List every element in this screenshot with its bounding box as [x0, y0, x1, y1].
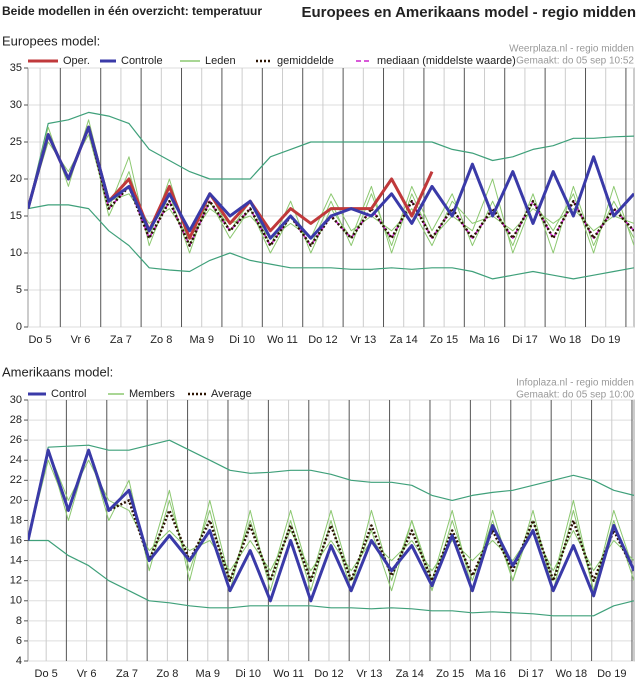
x-tick-label: Wo 18 — [550, 334, 582, 346]
x-tick-label: Di 10 — [229, 334, 255, 346]
y-tick-label: 30 — [10, 394, 22, 406]
source: Weerplaza.nl - regio midden — [509, 44, 634, 55]
legend-label: Control — [51, 388, 86, 400]
x-tick-label: Do 19 — [597, 668, 626, 680]
x-tick-label: Vr 13 — [356, 668, 382, 680]
y-tick-label: 6 — [16, 635, 22, 647]
member-line — [28, 126, 634, 254]
y-tick-label: 14 — [10, 555, 22, 567]
legend-label: Oper. — [63, 55, 90, 67]
made: Gemaakt: do 05 sep 10:52 — [516, 56, 634, 67]
envelope-max — [28, 111, 634, 209]
x-tick-label: Do 12 — [314, 668, 343, 680]
y-tick-label: 35 — [10, 62, 22, 74]
plot-area — [27, 399, 635, 662]
envelope-min — [28, 204, 634, 280]
y-tick-label: 18 — [10, 514, 22, 526]
envelope-min — [28, 539, 634, 617]
x-tick-label: Di 10 — [235, 668, 261, 680]
chart-title: Europees model: — [2, 33, 100, 48]
x-tick-label: Do 12 — [308, 334, 337, 346]
x-tick-label: Do 5 — [35, 668, 58, 680]
series-line — [28, 448, 634, 582]
x-tick-label: Vr 13 — [350, 334, 376, 346]
y-tick-label: 26 — [10, 434, 22, 446]
y-tick-label: 16 — [10, 534, 22, 546]
x-tick-label: Vr 6 — [71, 334, 91, 346]
x-tick-label: Zo 8 — [156, 668, 178, 680]
legend-label: gemiddelde — [277, 55, 334, 67]
series-line — [28, 448, 634, 603]
x-tick-label: Zo 15 — [430, 334, 458, 346]
legend-label: Members — [129, 388, 175, 400]
x-tick-label: Vr 6 — [77, 668, 97, 680]
x-tick-label: Wo 18 — [556, 668, 588, 680]
y-tick-label: 20 — [10, 494, 22, 506]
x-tick-label: Ma 9 — [196, 668, 220, 680]
series-line — [28, 125, 634, 240]
x-tick-label: Za 7 — [116, 668, 138, 680]
y-tick-label: 30 — [10, 99, 22, 111]
y-tick-label: 20 — [10, 173, 22, 185]
x-tick-label: Za 7 — [110, 334, 132, 346]
member-line — [28, 119, 634, 247]
y-tick-label: 28 — [10, 414, 22, 426]
header-right: Europees en Amerikaans model - regio mid… — [301, 4, 636, 21]
made: Gemaakt: do 05 sep 10:00 — [516, 390, 634, 401]
y-tick-label: 10 — [10, 247, 22, 259]
legend-label: mediaan (middelste waarde) — [377, 55, 516, 67]
x-tick-label: Za 14 — [390, 334, 418, 346]
header-left: Beide modellen in één overzicht: tempera… — [2, 4, 262, 18]
x-tick-label: Zo 15 — [436, 668, 464, 680]
chart-title: Amerikaans model: — [2, 364, 113, 379]
legend-label: Average — [211, 388, 252, 400]
source: Infoplaza.nl - regio midden — [516, 378, 634, 389]
envelope-max — [28, 439, 634, 541]
x-tick-label: Do 5 — [28, 334, 51, 346]
y-tick-label: 15 — [10, 210, 22, 222]
y-tick-label: 25 — [10, 136, 22, 148]
x-tick-label: Di 17 — [512, 334, 538, 346]
x-tick-label: Za 14 — [396, 668, 424, 680]
y-tick-label: 4 — [16, 655, 22, 667]
legend-label: Leden — [205, 55, 236, 67]
x-tick-label: Ma 16 — [475, 668, 506, 680]
x-tick-label: Ma 9 — [189, 334, 213, 346]
x-tick-label: Wo 11 — [273, 668, 304, 680]
y-tick-label: 5 — [16, 284, 22, 296]
y-tick-label: 8 — [16, 615, 22, 627]
x-tick-label: Ma 16 — [469, 334, 500, 346]
plot-area — [27, 67, 635, 328]
x-tick-label: Do 19 — [591, 334, 620, 346]
x-tick-label: Wo 11 — [267, 334, 298, 346]
y-tick-label: 0 — [16, 321, 22, 333]
y-tick-label: 22 — [10, 474, 22, 486]
legend-label: Controle — [121, 55, 163, 67]
y-tick-label: 24 — [10, 454, 22, 466]
x-tick-label: Di 17 — [518, 668, 544, 680]
member-line — [28, 449, 634, 592]
x-tick-label: Zo 8 — [150, 334, 172, 346]
y-tick-label: 12 — [10, 575, 22, 587]
y-tick-label: 10 — [10, 595, 22, 607]
